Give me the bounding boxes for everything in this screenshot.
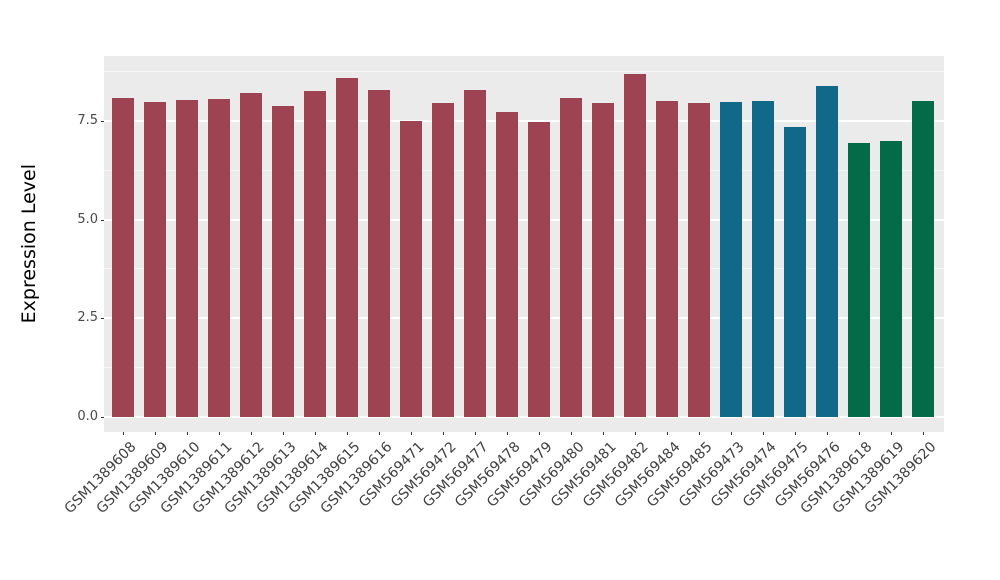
x-axis-tick bbox=[795, 432, 797, 435]
x-axis-tick bbox=[699, 432, 701, 435]
bar bbox=[208, 98, 231, 417]
x-axis-tick bbox=[539, 432, 541, 435]
bar bbox=[400, 120, 423, 417]
y-axis-tick bbox=[101, 121, 104, 123]
bar bbox=[784, 126, 807, 417]
y-tick-label: 0.0 bbox=[77, 408, 98, 424]
bar bbox=[752, 100, 775, 417]
y-tick-label: 7.5 bbox=[77, 113, 98, 129]
gridline-minor bbox=[104, 366, 944, 368]
x-axis-tick bbox=[219, 432, 221, 435]
x-axis-tick bbox=[763, 432, 765, 435]
gridline-minor bbox=[104, 268, 944, 270]
bar bbox=[368, 89, 391, 417]
plot-panel bbox=[104, 56, 944, 432]
x-axis-tick bbox=[283, 432, 285, 435]
gridline-minor bbox=[104, 71, 944, 73]
gridline-major bbox=[104, 218, 944, 221]
gridline-major bbox=[104, 120, 944, 123]
y-tick-label: 5.0 bbox=[77, 211, 98, 227]
bar bbox=[464, 89, 487, 417]
y-axis-tick bbox=[101, 318, 104, 320]
bar bbox=[624, 74, 647, 417]
x-axis-tick bbox=[635, 432, 637, 435]
bar bbox=[112, 97, 135, 417]
bar bbox=[272, 106, 295, 417]
gridline-minor bbox=[104, 169, 944, 171]
x-axis-tick bbox=[859, 432, 861, 435]
x-axis-tick bbox=[443, 432, 445, 435]
x-axis-tick bbox=[571, 432, 573, 435]
gridline-major bbox=[104, 415, 944, 418]
x-axis-tick bbox=[251, 432, 253, 435]
bar bbox=[240, 93, 263, 417]
bar bbox=[848, 142, 871, 417]
x-axis-tick bbox=[155, 432, 157, 435]
bar bbox=[304, 91, 327, 417]
bar bbox=[592, 103, 615, 417]
x-axis-tick bbox=[411, 432, 413, 435]
bar bbox=[432, 102, 455, 417]
x-axis-tick bbox=[347, 432, 349, 435]
y-axis-tick bbox=[101, 416, 104, 418]
bar bbox=[336, 78, 359, 417]
x-axis-tick bbox=[667, 432, 669, 435]
y-axis-title-wrap: Expression Level bbox=[14, 56, 44, 432]
x-axis-tick bbox=[731, 432, 733, 435]
bar bbox=[176, 100, 199, 417]
x-axis-tick bbox=[315, 432, 317, 435]
bar bbox=[656, 100, 679, 417]
x-axis-tick bbox=[891, 432, 893, 435]
x-axis-tick bbox=[187, 432, 189, 435]
bar bbox=[496, 111, 519, 417]
y-tick-label: 2.5 bbox=[77, 310, 98, 326]
bar bbox=[720, 101, 743, 417]
bar bbox=[816, 85, 839, 417]
bar bbox=[528, 121, 551, 417]
x-axis-tick bbox=[379, 432, 381, 435]
bar bbox=[912, 100, 935, 417]
bar bbox=[688, 102, 711, 417]
x-axis-tick bbox=[923, 432, 925, 435]
x-axis-tick bbox=[475, 432, 477, 435]
bar bbox=[880, 140, 903, 417]
x-axis-tick bbox=[827, 432, 829, 435]
x-axis-tick bbox=[507, 432, 509, 435]
x-axis-tick bbox=[123, 432, 125, 435]
x-axis-tick bbox=[603, 432, 605, 435]
gridline-major bbox=[104, 317, 944, 320]
bar bbox=[144, 101, 167, 417]
y-axis-title: Expression Level bbox=[18, 164, 40, 324]
bar bbox=[560, 97, 583, 417]
y-axis-tick bbox=[101, 219, 104, 221]
